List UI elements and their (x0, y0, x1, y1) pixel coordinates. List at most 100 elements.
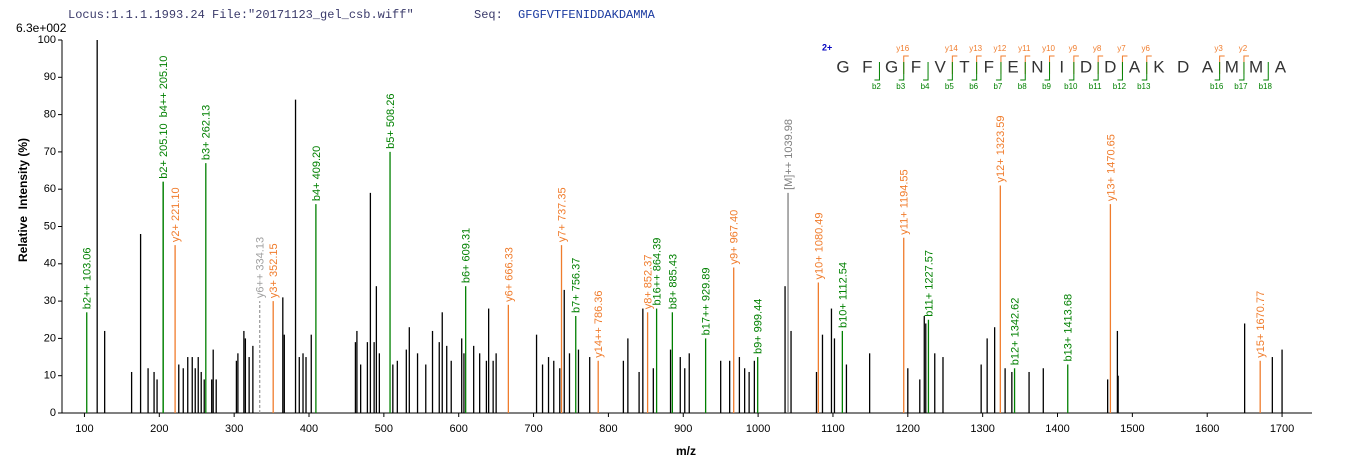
b-fragment-label: b11 (1089, 82, 1102, 91)
x-tick-label: 200 (150, 423, 168, 435)
b-bracket (1068, 62, 1075, 81)
y-fragment-label: y13 (969, 44, 982, 53)
x-tick-label: 300 (225, 423, 243, 435)
y-fragment-label: y8 (1093, 44, 1102, 53)
ion-label: y13+ 1470.65 (1105, 134, 1117, 201)
ion-label: b4+ 409.20 (311, 146, 323, 201)
residue: M (1225, 57, 1239, 76)
ion-label: y2+ 221.10 (170, 187, 182, 242)
ion-label: b2++ 103.06 (82, 247, 94, 309)
y-tick-label: 50 (44, 220, 56, 232)
b-bracket (1238, 62, 1245, 81)
x-tick-label: 900 (674, 423, 692, 435)
y-fragment-label: y14 (945, 44, 958, 53)
ion-label: b2+ 205.10 (158, 123, 170, 178)
b-fragment-label: b6 (969, 82, 978, 91)
ion-label: y10+ 1080.49 (813, 212, 825, 279)
ion-label: b13+ 1413.68 (1063, 294, 1075, 362)
residue: T (959, 57, 969, 76)
y-fragment-label: y7 (1117, 44, 1126, 53)
b-fragment-label: b12 (1113, 82, 1127, 91)
ion-label: b10+ 1112.54 (837, 262, 849, 328)
ion-label: y3+ 352.15 (268, 243, 280, 298)
x-tick-label: 800 (599, 423, 617, 435)
y-fragment-label: y16 (896, 44, 909, 53)
b-bracket (1044, 62, 1051, 81)
header-seq-label: Seq: (474, 8, 503, 22)
x-tick-label: 1400 (1045, 423, 1069, 435)
residue: G (885, 57, 898, 76)
b-bracket (923, 62, 929, 81)
x-tick-label: 1300 (970, 423, 994, 435)
y-tick-label: 10 (44, 370, 56, 382)
x-tick-label: 100 (75, 423, 93, 435)
residue: V (935, 57, 947, 76)
ion-label: y7+ 737.35 (556, 187, 568, 242)
b-bracket (1020, 62, 1026, 81)
residue: E (1007, 57, 1018, 76)
y-bracket (1073, 55, 1079, 74)
y-bracket (976, 55, 982, 74)
y-tick-label: 90 (44, 71, 56, 83)
ion-label: y6+ 666.33 (503, 247, 515, 302)
y-bracket (1146, 55, 1152, 74)
ion-label: b12+ 1342.62 (1009, 298, 1021, 366)
x-tick-label: 500 (375, 423, 393, 435)
b-fragment-label: b10 (1064, 82, 1078, 91)
b-bracket (898, 62, 905, 81)
x-tick-label: 700 (524, 423, 542, 435)
y-bracket (1049, 55, 1055, 74)
residue: K (1153, 57, 1165, 76)
x-tick-label: 1100 (821, 423, 845, 435)
b-fragment-label: b18 (1259, 82, 1273, 91)
b-fragment-label: b2 (872, 82, 881, 91)
b-bracket (971, 62, 978, 81)
x-tick-label: 600 (450, 423, 468, 435)
residue: A (1275, 57, 1287, 76)
residue: F (862, 57, 872, 76)
ion-label: y6++ 334.13 (255, 237, 267, 298)
ion-label: b5+ 508.26 (385, 94, 397, 149)
ion-label: b8+ 885.43 (667, 254, 679, 309)
residue: F (911, 57, 921, 76)
b-fragment-label: b5 (945, 82, 954, 91)
ion-label: [M]++ 1039.98 (783, 119, 795, 190)
ion-label: y14++ 786.36 (593, 290, 605, 357)
y-fragment-label: y9 (1069, 44, 1078, 53)
y-axis-label: Relative Intensity (%) (16, 138, 30, 262)
b-fragment-label: b3 (896, 82, 905, 91)
residue: G (836, 57, 849, 76)
ion-label: y12+ 1323.59 (995, 115, 1007, 182)
b-fragment-label: b9 (1042, 82, 1051, 91)
y-fragment-label: y10 (1042, 44, 1055, 53)
x-tick-label: 400 (300, 423, 318, 435)
ion-label: b17++ 929.89 (701, 267, 713, 335)
x-tick-label: 1000 (746, 423, 770, 435)
residue: A (1129, 57, 1141, 76)
ion-label: b4++ 205.10 (158, 56, 170, 118)
b-fragment-label: b8 (1018, 82, 1027, 91)
ion-label: b9+ 999.44 (753, 299, 765, 354)
y-tick-label: 60 (44, 183, 56, 195)
ion-label: b11+ 1227.57 (923, 250, 935, 317)
x-tick-label: 1500 (1120, 423, 1144, 435)
x-tick-label: 1700 (1270, 423, 1294, 435)
b-fragment-label: b17 (1234, 82, 1248, 91)
residue: N (1031, 57, 1043, 76)
x-axis-label: m/z (676, 444, 696, 458)
b-fragment-label: b7 (993, 82, 1002, 91)
scale-label: 6.3e+002 (16, 21, 67, 35)
ion-label: y11+ 1194.55 (899, 169, 911, 234)
b-bracket (1141, 62, 1148, 81)
b-bracket (1117, 62, 1123, 81)
y-tick-label: 100 (38, 34, 56, 46)
x-tick-label: 1600 (1195, 423, 1219, 435)
y-tick-label: 70 (44, 146, 56, 158)
b-fragment-label: b16 (1210, 82, 1224, 91)
b-bracket (874, 62, 880, 81)
ion-label: y9+ 967.40 (729, 210, 741, 265)
ion-label: b6+ 609.31 (461, 228, 473, 283)
residue: D (1104, 57, 1116, 76)
